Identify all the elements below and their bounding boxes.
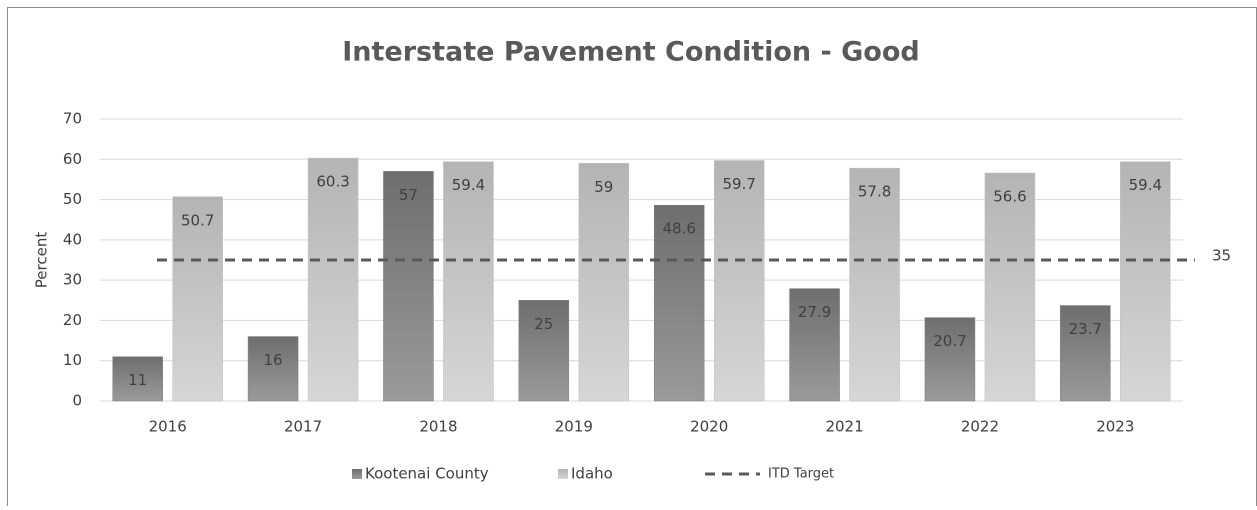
bar bbox=[789, 288, 840, 402]
legend-label: ITD Target bbox=[768, 467, 834, 482]
y-tick-label: 70 bbox=[63, 110, 82, 128]
data-label: 57 bbox=[399, 186, 418, 204]
data-label: 59.4 bbox=[452, 176, 485, 194]
y-tick-label: 60 bbox=[63, 150, 82, 168]
bar bbox=[578, 163, 630, 402]
data-label: 48.6 bbox=[662, 220, 695, 238]
y-tick-label: 0 bbox=[72, 392, 82, 410]
y-axis-label: Percent bbox=[33, 232, 51, 289]
y-tick-label: 30 bbox=[63, 271, 82, 289]
x-tick-label: 2018 bbox=[419, 418, 457, 436]
data-label: 60.3 bbox=[316, 173, 349, 191]
data-label: 59 bbox=[594, 178, 613, 196]
bar bbox=[849, 167, 900, 402]
y-tick-label: 20 bbox=[63, 311, 82, 329]
target-label: 35 bbox=[1212, 247, 1231, 265]
bar bbox=[1060, 305, 1111, 402]
bar bbox=[653, 204, 705, 402]
bar bbox=[383, 171, 434, 402]
legend-swatch bbox=[558, 469, 568, 479]
bar bbox=[172, 196, 223, 402]
bar bbox=[247, 336, 299, 402]
data-label: 27.9 bbox=[798, 303, 831, 321]
data-label: 20.7 bbox=[933, 332, 966, 350]
x-tick-label: 2016 bbox=[149, 418, 187, 436]
x-tick-label: 2022 bbox=[961, 418, 999, 436]
x-tick-label: 2017 bbox=[284, 418, 322, 436]
bar bbox=[713, 160, 765, 402]
x-tick-label: 2020 bbox=[690, 418, 728, 436]
x-tick-label: 2023 bbox=[1096, 418, 1134, 436]
x-tick-label: 2019 bbox=[555, 418, 593, 436]
bar bbox=[1120, 161, 1171, 402]
data-label: 57.8 bbox=[858, 183, 891, 201]
legend-swatch bbox=[352, 469, 362, 479]
bar bbox=[518, 300, 570, 402]
bar bbox=[307, 157, 359, 402]
data-label: 16 bbox=[264, 351, 283, 369]
bar bbox=[984, 172, 1036, 402]
data-label: 11 bbox=[128, 371, 147, 389]
bar bbox=[443, 161, 494, 402]
data-label: 23.7 bbox=[1069, 320, 1102, 338]
data-label: 25 bbox=[534, 315, 553, 333]
x-tick-label: 2021 bbox=[825, 418, 863, 436]
legend-label: Kootenai County bbox=[365, 465, 489, 483]
y-tick-label: 40 bbox=[63, 230, 82, 248]
chart-title: Interstate Pavement Condition - Good bbox=[342, 37, 919, 68]
data-label: 59.4 bbox=[1129, 176, 1162, 194]
legend-label: Idaho bbox=[571, 465, 613, 483]
data-label: 56.6 bbox=[993, 187, 1026, 205]
bar bbox=[112, 356, 163, 402]
bar bbox=[924, 317, 976, 402]
y-tick-label: 50 bbox=[63, 190, 82, 208]
data-label: 59.7 bbox=[722, 175, 755, 193]
y-tick-label: 10 bbox=[63, 351, 82, 369]
data-label: 50.7 bbox=[181, 211, 214, 229]
